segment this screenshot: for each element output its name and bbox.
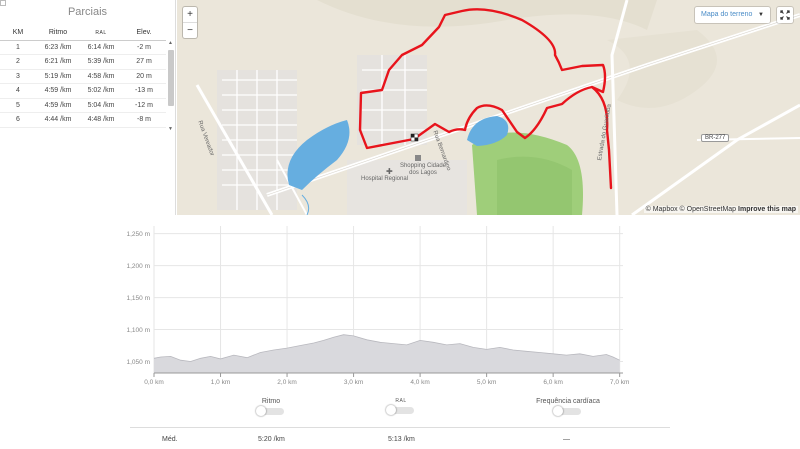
header-km: KM (0, 26, 36, 41)
panel-corner-checkbox[interactable] (0, 0, 6, 6)
map-label-hospital: Hospital Regional (361, 176, 409, 182)
y-tick-label: 1,050 m (127, 359, 151, 366)
split-pace: 4:59 /km (36, 98, 80, 113)
split-elev: -2 m (122, 40, 166, 55)
split-pace: 5:19 /km (36, 69, 80, 84)
x-tick-label: 0,0 km (144, 379, 164, 386)
toggle-pace-label: Ritmo (261, 398, 281, 405)
split-km: 3 (0, 69, 36, 84)
split-elev: 27 m (122, 54, 166, 70)
split-pace: 6:23 /km (36, 40, 80, 55)
header-pace: Ritmo (36, 26, 80, 41)
split-gap: 4:48 /km (80, 112, 122, 128)
scroll-down-arrow-icon[interactable]: ▼ (168, 126, 173, 132)
splits-table: KM Ritmo RAL Elev. 1 6:23 /km 6:14 /km -… (0, 26, 166, 128)
zoom-in-button[interactable]: + (187, 9, 193, 20)
split-gap: 6:14 /km (80, 40, 122, 55)
stream-toggles: Ritmo RAL Frequência cardíaca (0, 398, 800, 428)
split-pace: 4:44 /km (36, 112, 80, 128)
split-elev: 20 m (122, 69, 166, 84)
split-pace: 4:59 /km (36, 83, 80, 99)
fullscreen-button[interactable] (777, 7, 793, 23)
map-canvas: ✚ (177, 0, 800, 215)
summary-row: Méd. 5:20 /km 5:13 /km — (130, 427, 670, 449)
split-km: 5 (0, 98, 36, 113)
split-row: 5 4:59 /km 5:04 /km -12 m (0, 98, 166, 113)
split-km: 4 (0, 83, 36, 99)
scroll-thumb[interactable] (168, 50, 174, 106)
switch-knob[interactable] (256, 406, 266, 416)
x-tick-label: 2,0 km (277, 379, 297, 386)
elevation-chart-svg: 1,250 m 1,200 m 1,150 m 1,100 m 1,050 m 0,0 k… (127, 226, 630, 386)
split-gap: 4:58 /km (80, 69, 122, 84)
svg-text:✚: ✚ (386, 167, 393, 176)
x-tick-label: 1,0 km (211, 379, 231, 386)
toggle-gap[interactable]: RAL (385, 398, 417, 415)
chevron-down-icon: ▼ (758, 12, 764, 18)
toggle-gap-label: RAL (395, 398, 407, 404)
attribution-text[interactable]: © Mapbox © OpenStreetMap (645, 206, 739, 213)
split-elev: -8 m (122, 112, 166, 128)
splits-panel: Parciais KM Ritmo RAL Elev. 1 6:23 /km 6… (0, 0, 176, 215)
map-label-shopping: Shopping Cidade dos Lagos (399, 163, 447, 176)
zoom-control: + − (183, 7, 197, 38)
switch-knob[interactable] (553, 406, 563, 416)
pace-switch[interactable] (256, 406, 284, 416)
split-elev: -12 m (122, 98, 166, 113)
split-gap: 5:02 /km (80, 83, 122, 99)
summary-gap: 5:13 /km (388, 436, 415, 443)
x-tick-label: 3,0 km (344, 379, 364, 386)
split-row: 1 6:23 /km 6:14 /km -2 m (0, 40, 166, 55)
splits-title: Parciais (67, 6, 108, 18)
elevation-chart: 1,250 m 1,200 m 1,150 m 1,100 m 1,050 m 0,0 k… (0, 216, 800, 391)
y-tick-label: 1,200 m (127, 263, 151, 270)
header-elevation: Elev. (122, 26, 166, 41)
split-gap: 5:39 /km (80, 54, 122, 70)
switch-knob[interactable] (386, 405, 396, 415)
split-elev: -13 m (122, 83, 166, 99)
split-row: 3 5:19 /km 4:58 /km 20 m (0, 69, 166, 84)
x-tick-label: 5,0 km (477, 379, 497, 386)
y-tick-label: 1,250 m (127, 231, 151, 238)
road-badge: BR-277 (701, 134, 730, 142)
toggle-heartrate[interactable]: Frequência cardíaca (528, 398, 608, 416)
splits-scrollbar[interactable]: ▲ ▼ (167, 40, 175, 140)
map-style-select[interactable]: Mapa do terreno ▼ (695, 7, 770, 23)
route-map[interactable]: ✚ Hospital Regional Shopping Cidade dos … (177, 0, 800, 215)
x-tick-label: 4,0 km (410, 379, 430, 386)
zoom-out-button[interactable]: − (183, 22, 197, 37)
toggle-heartrate-label: Frequência cardíaca (536, 398, 600, 405)
split-row: 6 4:44 /km 4:48 /km -8 m (0, 112, 166, 128)
split-km: 2 (0, 54, 36, 70)
split-gap: 5:04 /km (80, 98, 122, 113)
toggle-pace[interactable]: Ritmo (255, 398, 287, 416)
summary-pace: 5:20 /km (258, 436, 285, 443)
scroll-up-arrow-icon[interactable]: ▲ (168, 40, 173, 46)
fullscreen-icon (780, 10, 790, 20)
elevation-line (153, 334, 620, 362)
split-km: 1 (0, 40, 36, 55)
x-tick-label: 7,0 km (610, 379, 630, 386)
improve-map-link[interactable]: Improve this map (738, 206, 796, 213)
map-attribution: © Mapbox © OpenStreetMap Improve this ma… (643, 206, 798, 213)
split-row: 2 6:21 /km 5:39 /km 27 m (0, 54, 166, 70)
summary-label: Méd. (162, 436, 178, 443)
header-gap: RAL (80, 26, 122, 41)
elevation-area (154, 334, 620, 373)
summary-heartrate: — (563, 436, 570, 443)
split-pace: 6:21 /km (36, 54, 80, 70)
map-style-label: Mapa do terreno (701, 11, 753, 18)
gap-switch[interactable] (386, 405, 414, 415)
heartrate-switch[interactable] (553, 406, 581, 416)
split-km: 6 (0, 112, 36, 128)
y-tick-label: 1,100 m (127, 327, 151, 334)
split-row: 4 4:59 /km 5:02 /km -13 m (0, 83, 166, 99)
x-tick-label: 6,0 km (543, 379, 563, 386)
y-tick-label: 1,150 m (127, 295, 151, 302)
